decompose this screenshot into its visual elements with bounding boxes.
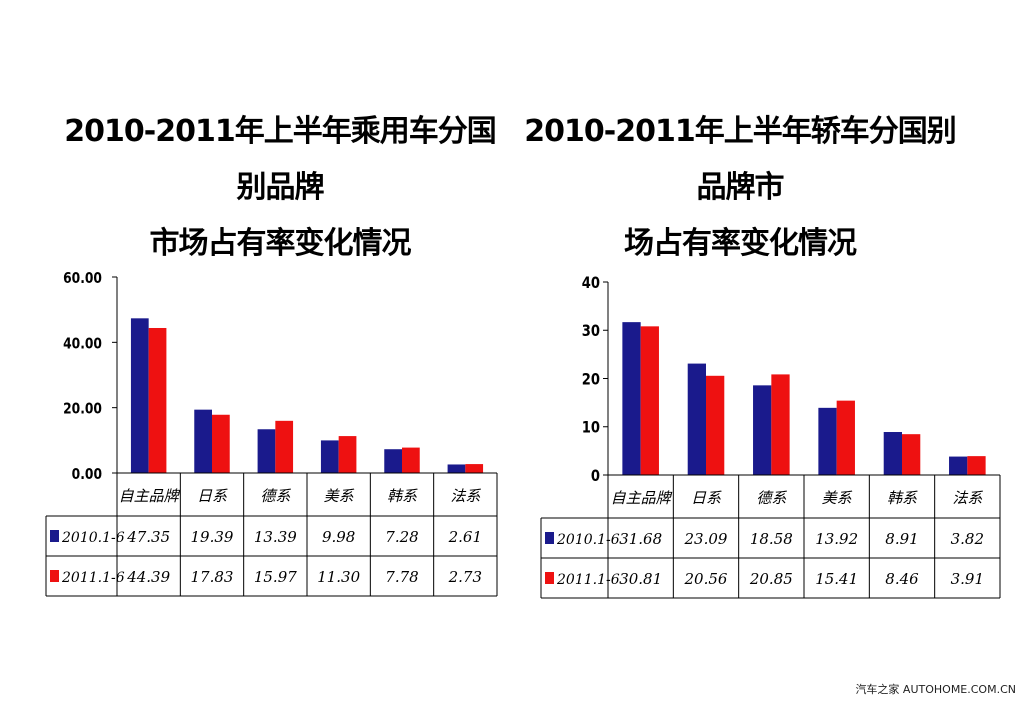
bar-2010 [257,429,276,473]
bar-2011 [706,375,725,475]
data-label: 15.41 [815,570,858,588]
y-tick-label: 0.00 [72,466,102,483]
bar-2010 [320,440,339,473]
watermark: 汽车之家 AUTOHOME.COM.CN [855,683,1016,696]
y-tick-label: 20.00 [63,401,102,418]
data-label: 17.83 [191,568,234,586]
y-tick-label: 30 [582,322,600,341]
bar-2011 [967,456,986,475]
x-tick-label: 法系 [952,489,983,507]
data-label: 2.61 [448,528,482,546]
legend-swatch [50,530,59,542]
bar-2011 [640,326,659,475]
data-label: 13.92 [815,530,858,548]
x-tick-label: 德系 [260,487,291,505]
x-tick-label: 日系 [197,487,228,505]
chart-title-sedan: 2010-2011年上半年轿车分国别品牌市 场占有率变化情况 [520,104,960,272]
data-label: 8.91 [885,530,918,548]
bar-2011 [148,327,167,473]
data-label: 31.68 [619,530,662,548]
y-tick-label: 40.00 [63,335,102,352]
x-tick-label: 自主品牌 [611,489,673,507]
bar-2010 [883,432,902,475]
x-tick-label: 韩系 [387,487,418,505]
y-tick-label: 40 [582,274,600,293]
data-label: 3.91 [951,570,984,588]
data-label: 47.35 [126,528,170,546]
bar-2010 [753,385,772,475]
bar-2011 [212,414,230,473]
x-tick-label: 韩系 [887,489,918,507]
data-label: 15.97 [254,568,297,586]
legend-swatch [545,532,554,544]
x-tick-label: 德系 [756,489,787,507]
bar-2010 [622,322,641,475]
data-label: 2.73 [448,568,482,586]
bar-2011 [338,436,357,473]
data-label: 11.30 [317,568,360,586]
bar-2011 [402,447,420,473]
legend-label: 2011.1-6 [61,570,125,586]
data-label: 20.56 [684,570,728,588]
bar-2010 [687,363,706,475]
bar-2010 [949,456,968,475]
data-label: 23.09 [684,530,728,548]
data-label: 20.85 [749,570,793,588]
data-label: 30.81 [619,570,662,588]
chart-title-passenger: 2010-2011年上半年乘用车分国别品牌 市场占有率变化情况 [60,104,500,272]
y-tick-label: 0 [591,467,600,486]
y-tick-label: 20 [582,370,600,389]
x-tick-label: 自主品牌 [119,487,181,505]
data-label: 7.78 [385,568,418,586]
legend-label: 2010.1-6 [61,530,125,546]
x-tick-label: 美系 [822,489,853,507]
bar-2011 [275,420,294,473]
legend-swatch [545,572,554,584]
x-tick-label: 日系 [691,489,722,507]
legend-swatch [50,570,59,582]
bar-2010 [447,464,466,473]
bar-2010 [818,407,837,475]
y-tick-label: 10 [582,419,600,438]
chart-title-line: 2010-2011年上半年轿车分国别品牌市 [524,114,956,205]
data-label: 18.58 [750,530,793,548]
bar-2011 [836,400,855,475]
bar-2010 [194,409,212,473]
bar-2010 [130,318,149,473]
data-label: 7.28 [385,528,418,546]
legend-label: 2010.1-6 [556,532,620,548]
data-label: 44.39 [126,568,170,586]
bar-2010 [384,449,402,473]
bar-2011 [465,464,484,473]
chart-title-line: 2010-2011年上半年乘用车分国别品牌 [64,114,496,205]
bar-2011 [771,374,790,475]
x-tick-label: 美系 [324,487,355,505]
data-label: 3.82 [951,530,984,548]
data-label: 9.98 [322,528,355,546]
data-label: 19.39 [191,528,234,546]
y-tick-label: 60.00 [63,270,102,287]
data-label: 13.39 [254,528,297,546]
bar-2011 [902,434,921,475]
chart-title-line: 市场占有率变化情况 [149,226,412,261]
data-label: 8.46 [885,570,919,588]
x-tick-label: 法系 [450,487,481,505]
chart-title-line: 场占有率变化情况 [624,226,857,261]
legend-label: 2011.1-6 [556,572,620,588]
